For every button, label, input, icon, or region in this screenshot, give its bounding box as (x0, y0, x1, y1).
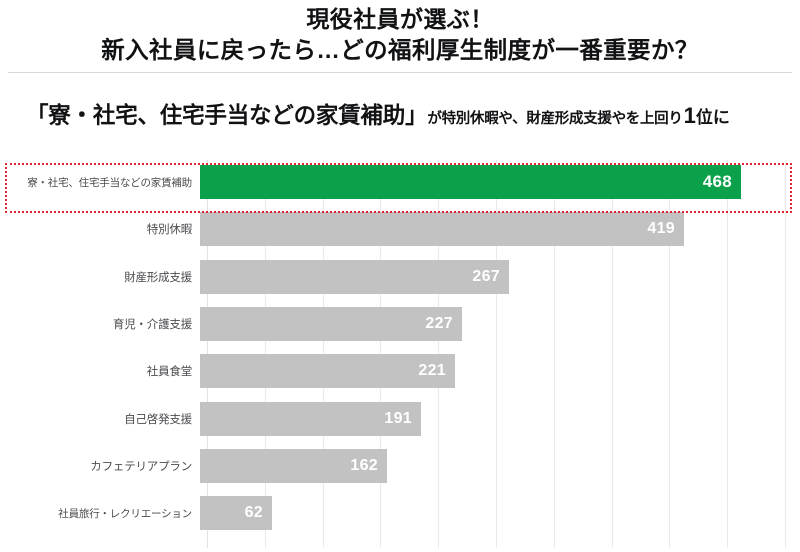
table-row: 育児・介護支援 227 (0, 306, 800, 341)
table-row: 社員食堂 221 (0, 354, 800, 389)
bar: 191 (200, 401, 421, 436)
bar-value-label: 162 (350, 456, 378, 474)
page-title: 現役社員が選ぶ！ 新入社員に戻ったら…どの福利厚生制度が一番重要か？ (0, 4, 800, 66)
table-row: 自己啓発支援 191 (0, 401, 800, 436)
chart-bar-rows: 寮・社宅、住宅手当などの家賃補助 468 特別休暇 419 財産形成支援 267 育児・介護… (0, 160, 800, 552)
bar-track: 468 (200, 165, 800, 199)
bar: 267 (200, 259, 509, 294)
bar-value-label: 267 (472, 267, 500, 285)
bar: 419 (200, 212, 684, 247)
bar: 227 (200, 306, 462, 341)
bar: 221 (200, 354, 455, 389)
bar: 162 (200, 448, 387, 483)
bar-category-label: 寮・社宅、住宅手当などの家賃補助 (27, 176, 192, 189)
bar-track: 221 (200, 354, 800, 389)
bar-value-label: 191 (384, 409, 412, 427)
bar-value-label: 468 (702, 172, 732, 191)
bar-value-label: 227 (425, 314, 453, 332)
bar-track: 267 (200, 259, 800, 294)
subtitle: 「寮・社宅、住宅手当などの家賃補助」 が特別休暇や、財産形成支援やを上回り 1 … (26, 98, 786, 132)
bar-track: 162 (200, 448, 800, 483)
subtitle-rank-tail: 位に (695, 108, 730, 127)
bar-chart: 寮・社宅、住宅手当などの家賃補助 468 特別休暇 419 財産形成支援 267 育児・介護… (0, 160, 800, 552)
table-row: 財産形成支援 267 (0, 259, 800, 294)
bar-highlighted: 468 (200, 165, 741, 199)
bar-value-label: 221 (418, 362, 446, 380)
bar: 62 (200, 496, 272, 531)
bar-value-label: 419 (647, 220, 675, 238)
bar-category-label: 社員旅行・レクリエーション (58, 507, 192, 520)
bar-category-label: 自己啓発支援 (124, 413, 192, 426)
bar-category-label: 育児・介護支援 (112, 318, 192, 331)
bar-category-label: 財産形成支援 (124, 271, 192, 284)
title-line-1: 現役社員が選ぶ！ (306, 6, 494, 32)
table-row: 特別休暇 419 (0, 212, 800, 247)
table-row: 社員旅行・レクリエーション 62 (0, 496, 800, 531)
subtitle-middle-text: が特別休暇や、財産形成支援やを上回り (427, 111, 683, 127)
bar-value-label: 62 (244, 504, 263, 522)
bar-track: 419 (200, 212, 800, 247)
bar-track: 62 (200, 496, 800, 531)
bar-category-label: カフェテリアプラン (90, 460, 192, 473)
bar-category-label: 特別休暇 (146, 224, 192, 237)
table-row: 寮・社宅、住宅手当などの家賃補助 468 (0, 165, 800, 199)
subtitle-rank-number: 1 (683, 103, 696, 128)
subtitle-quoted-term: 「寮・社宅、住宅手当などの家賃補助」 (26, 103, 428, 128)
table-row: カフェテリアプラン 162 (0, 448, 800, 483)
bar-category-label: 社員食堂 (146, 366, 192, 379)
bar-track: 227 (200, 306, 800, 341)
title-line-2: 新入社員に戻ったら…どの福利厚生制度が一番重要か？ (101, 37, 699, 63)
bar-track: 191 (200, 401, 800, 436)
header-divider (8, 72, 792, 73)
